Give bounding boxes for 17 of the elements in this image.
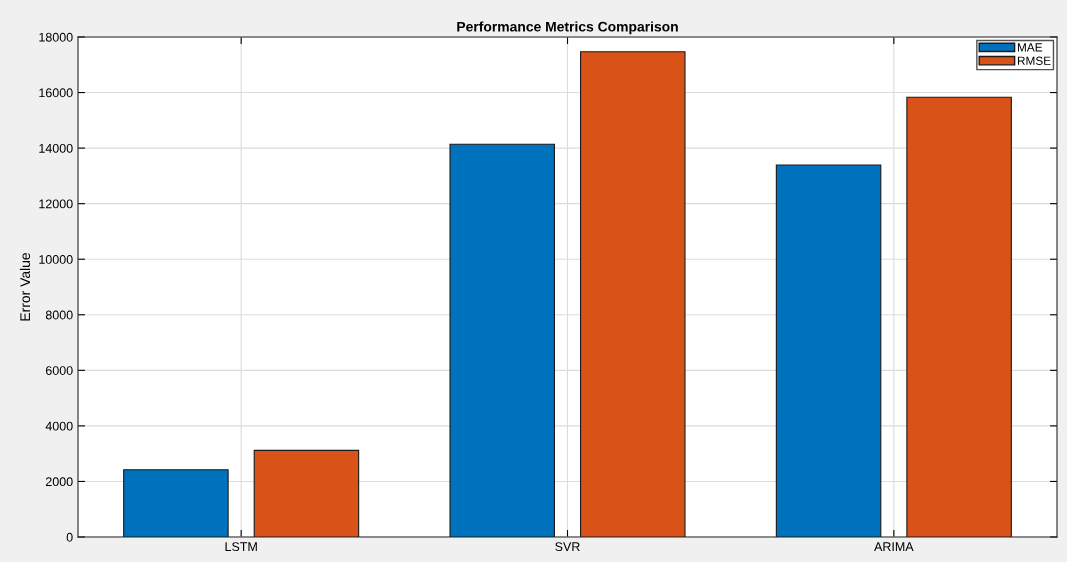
- y-tick-label: 10000: [39, 255, 73, 264]
- chart-title: Performance Metrics Comparison: [457, 21, 678, 35]
- y-tick-label: 8000: [45, 310, 73, 320]
- y-axis-title: Error Value: [19, 253, 31, 321]
- y-tick-label: 6000: [45, 366, 73, 375]
- y-tick-label: 12000: [39, 199, 73, 209]
- legend-label: RMSE: [1017, 56, 1051, 65]
- y-tick-label: 14000: [39, 143, 73, 153]
- y-tick-label: 16000: [39, 88, 73, 98]
- x-tick-label: LSTM: [225, 542, 257, 552]
- y-tick-label: 0: [66, 532, 73, 542]
- x-tick-label: SVR: [555, 542, 580, 552]
- y-tick-label: 2000: [45, 477, 73, 487]
- legend-label: MAE: [1017, 43, 1043, 52]
- x-tick-label: ARIMA: [874, 542, 914, 551]
- y-tick-label: 18000: [39, 32, 73, 42]
- y-tick-label: 4000: [45, 421, 73, 431]
